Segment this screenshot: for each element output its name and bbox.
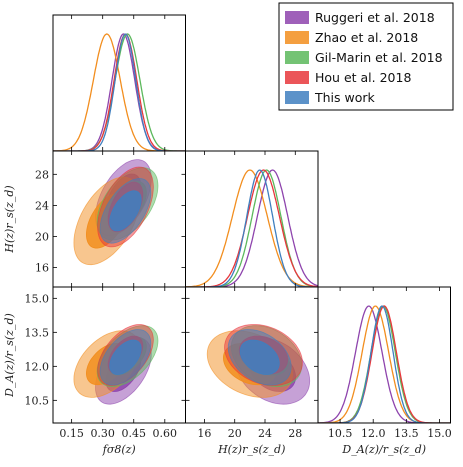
y-axis-label: D_A(z)/r_s(z_d) xyxy=(3,313,16,398)
legend-label: Hou et al. 2018 xyxy=(315,70,411,85)
legend-swatch xyxy=(285,31,309,44)
x-axis-label: fσ8(z) xyxy=(102,443,136,456)
marginal-curve-this-work xyxy=(185,169,318,287)
marginal-curve-ruggeri-et-al-2018 xyxy=(318,305,451,423)
legend-label: Gil-Marin et al. 2018 xyxy=(315,50,443,65)
legend-label: Ruggeri et al. 2018 xyxy=(315,10,435,25)
marginal-curve-gil-marin-et-al-2018 xyxy=(53,33,186,151)
y-tick-label: 10.5 xyxy=(25,394,50,407)
contour-68-this-work xyxy=(109,339,142,375)
x-tick-label: 24 xyxy=(258,427,272,440)
x-tick-label: 16 xyxy=(197,427,211,440)
x-tick-label: 13.5 xyxy=(394,427,419,440)
legend-swatch xyxy=(285,51,309,64)
y-axis-label: H(z)r_s(z_d) xyxy=(3,185,16,253)
x-axis-label: H(z)r_s(z_d) xyxy=(217,443,285,456)
y-tick-label: 13.5 xyxy=(25,326,50,339)
x-tick-label: 20 xyxy=(228,427,242,440)
y-tick-label: 16 xyxy=(35,262,49,275)
legend-swatch xyxy=(285,71,309,84)
contour-68-this-work xyxy=(109,190,142,232)
panel-frame xyxy=(317,286,451,424)
marginal-H(z)r_s(z_d) xyxy=(185,169,318,287)
legend-label: Zhao et al. 2018 xyxy=(315,30,418,45)
y-tick-label: 12.0 xyxy=(25,360,50,373)
panel-fσ8(z)-vs-D_A(z)/r_s(z_d) xyxy=(73,324,159,405)
x-tick-label: 0.15 xyxy=(59,427,84,440)
legend-swatch xyxy=(285,11,309,24)
y-tick-label: 15.0 xyxy=(25,292,50,305)
legend-swatch xyxy=(285,91,309,104)
x-axis-label: D_A(z)/r_s(z_d) xyxy=(341,443,426,456)
x-tick-label: 0.45 xyxy=(121,427,146,440)
marginal-curve-ruggeri-et-al-2018 xyxy=(185,169,318,287)
marginal-curve-zhao-et-al-2018 xyxy=(185,169,318,287)
y-tick-label: 28 xyxy=(35,168,49,181)
y-tick-label: 24 xyxy=(35,199,49,212)
panel-frame xyxy=(52,14,186,152)
panel-fσ8(z)-vs-H(z)r_s(z_d) xyxy=(73,159,159,266)
x-tick-label: 12.0 xyxy=(361,427,386,440)
x-tick-label: 0.60 xyxy=(153,427,178,440)
x-tick-label: 15.0 xyxy=(427,427,452,440)
legend-label: This work xyxy=(314,90,376,105)
x-tick-label: 10.5 xyxy=(328,427,353,440)
marginal-curve-zhao-et-al-2018 xyxy=(53,33,186,151)
y-tick-label: 20 xyxy=(35,230,49,243)
x-tick-label: 0.30 xyxy=(90,427,115,440)
contour-68-this-work xyxy=(239,339,280,375)
marginal-D_A(z)/r_s(z_d) xyxy=(318,305,451,423)
x-tick-label: 28 xyxy=(288,427,302,440)
legend: Ruggeri et al. 2018 Zhao et al. 2018 Gil-M… xyxy=(278,2,454,111)
marginal-fσ8(z) xyxy=(53,33,186,151)
panel-H(z)r_s(z_d)-vs-D_A(z)/r_s(z_d) xyxy=(206,324,311,405)
marginal-curve-this-work xyxy=(53,33,186,151)
